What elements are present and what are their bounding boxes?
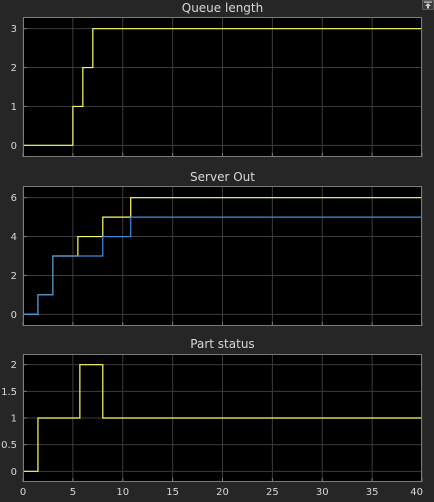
y-tick-label: 2 [11, 63, 17, 74]
y-tick-label: 4 [11, 232, 17, 243]
x-tick-label: 15 [166, 487, 179, 498]
y-tick-label: 0.5 [1, 440, 17, 451]
x-tick-label: 25 [266, 487, 279, 498]
x-tick-label: 10 [116, 487, 129, 498]
y-tick-label: 2 [11, 271, 17, 282]
chart-title: Server Out [190, 170, 255, 184]
y-tick-label: 3 [11, 24, 17, 35]
x-tick-label: 20 [216, 487, 229, 498]
chart-title: Queue length [182, 1, 264, 15]
axes-0: 0 1 2 3 Queue length [11, 1, 423, 157]
series-line-0 [24, 28, 421, 146]
y-tick-label: 0 [11, 310, 17, 321]
y-tick-label: 2 [11, 360, 17, 371]
y-tick-label: 1 [11, 414, 17, 425]
x-tick-label: 40 [410, 487, 423, 498]
y-tick-label: 0 [11, 467, 17, 478]
y-tick-label: 1.5 [1, 387, 17, 398]
series-line-0 [24, 364, 421, 472]
y-tick-label: 1 [11, 102, 17, 113]
chart-title: Part status [190, 337, 254, 351]
y-tick-label: 6 [11, 193, 17, 204]
x-tick-label: 0 [20, 487, 26, 498]
undock-arrow-icon[interactable] [422, 0, 434, 10]
y-tick-label: 0 [11, 141, 17, 152]
x-tick-label: 5 [70, 487, 76, 498]
x-tick-label: 35 [366, 487, 379, 498]
series-line-1 [24, 216, 421, 315]
x-tick-label: 30 [316, 487, 329, 498]
axes-1: 0 2 4 6 Server Out [11, 170, 423, 326]
